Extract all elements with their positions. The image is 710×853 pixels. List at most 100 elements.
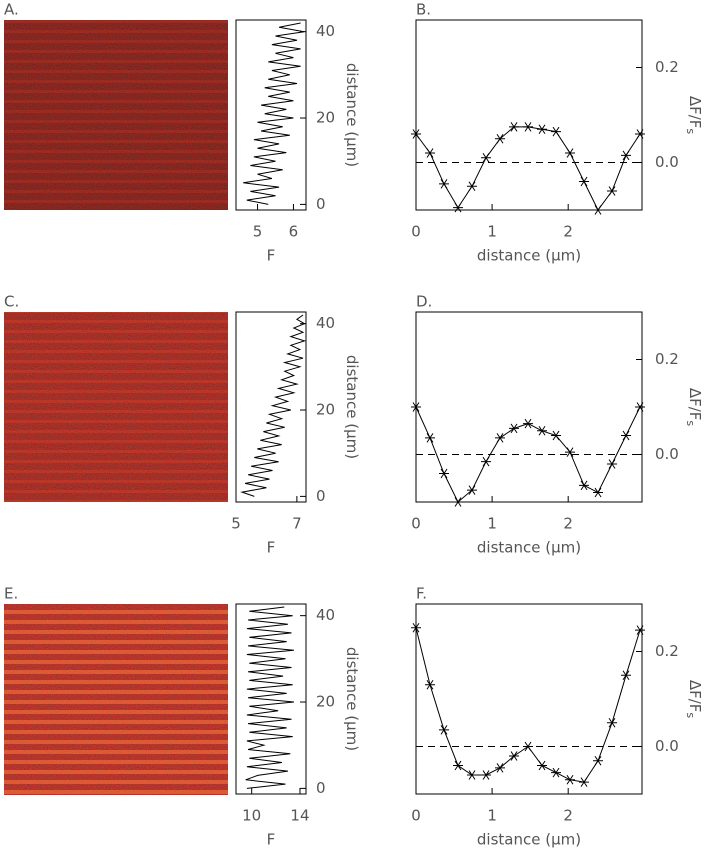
y-tick-label: 0.2 <box>655 350 679 368</box>
star-marker <box>579 480 590 491</box>
x-tick-label: 7 <box>292 515 302 533</box>
star-marker <box>411 622 421 633</box>
star-marker <box>579 176 590 187</box>
panel-label: E. <box>4 585 18 603</box>
star-marker <box>635 402 646 412</box>
y-tick-label: 40 <box>316 22 335 40</box>
x-tick-label: 1 <box>487 223 497 241</box>
star-marker <box>593 205 604 215</box>
star-marker <box>607 717 618 728</box>
x-tick-label: 1 <box>487 807 497 825</box>
plot-frame <box>235 19 307 211</box>
y-axis-label-main: distance (μm) <box>344 355 362 459</box>
micrograph <box>4 20 228 210</box>
x-tick-label: 2 <box>563 515 573 533</box>
x-axis-label: F <box>267 539 276 557</box>
star-marker <box>439 179 450 189</box>
x-tick-label: 5 <box>231 515 241 533</box>
profile-line <box>243 22 305 205</box>
panel-label: A. <box>4 1 19 19</box>
data-line <box>415 126 641 211</box>
y-tick-label: 0.2 <box>655 58 679 76</box>
star-marker <box>523 122 534 132</box>
star-marker <box>551 767 562 778</box>
x-tick-label: 2 <box>563 807 573 825</box>
star-marker <box>551 430 562 441</box>
star-marker <box>467 485 478 495</box>
star-marker <box>495 763 506 773</box>
plot-frame <box>415 19 643 211</box>
x-tick-label: 2 <box>563 223 573 241</box>
y-tick-label: 0 <box>316 779 326 797</box>
plot-frame <box>235 311 307 503</box>
micrograph <box>4 312 228 502</box>
star-marker <box>453 202 464 213</box>
x-tick-label: 6 <box>289 223 299 241</box>
star-marker <box>593 487 604 498</box>
star-marker <box>565 447 576 457</box>
x-tick-label: 0 <box>411 223 421 241</box>
y-tick-label: 0.2 <box>655 642 679 660</box>
star-marker <box>425 679 436 690</box>
x-axis-label: distance (μm) <box>477 247 581 265</box>
y-tick-label: 0.0 <box>655 445 679 463</box>
y-axis-label-sub: s <box>684 420 697 426</box>
y-axis-label-sub: s <box>684 128 697 134</box>
panel-label: D. <box>416 293 432 311</box>
x-tick-label: 5 <box>253 223 263 241</box>
star-marker <box>495 133 506 144</box>
plot-frame <box>415 311 643 503</box>
panel-label: C. <box>4 293 19 311</box>
y-tick-label: 40 <box>316 606 335 624</box>
star-marker <box>621 670 632 681</box>
y-tick-label: 40 <box>316 314 335 332</box>
y-axis-label: ΔF/Fs <box>684 680 705 719</box>
profile-line <box>240 314 307 497</box>
star-marker <box>537 425 548 436</box>
star-marker <box>453 760 464 771</box>
y-axis-label-main: distance (μm) <box>344 63 362 167</box>
star-marker <box>509 751 520 761</box>
profile-line <box>245 606 294 789</box>
plot-frame <box>235 603 307 795</box>
x-axis-label: F <box>267 831 276 849</box>
star-marker <box>607 186 618 196</box>
star-marker <box>621 150 632 161</box>
y-axis-label: distance (μm) <box>344 355 362 459</box>
star-marker <box>607 459 618 469</box>
y-tick-label: 0.0 <box>655 737 679 755</box>
x-tick-label: 0 <box>411 807 421 825</box>
x-tick-label: 0 <box>411 515 421 533</box>
star-marker <box>565 148 576 158</box>
panel-label: F. <box>416 585 427 603</box>
x-axis-label: F <box>267 247 276 265</box>
star-marker <box>635 129 646 139</box>
x-tick-label: 14 <box>290 807 309 825</box>
star-marker <box>425 148 436 158</box>
y-axis-label-sub: s <box>684 712 697 718</box>
y-axis-label-main: distance (μm) <box>344 647 362 751</box>
y-tick-label: 0.0 <box>655 153 679 171</box>
y-tick-label: 0 <box>316 195 326 213</box>
y-tick-label: 0 <box>316 487 326 505</box>
star-marker <box>495 433 506 443</box>
star-marker <box>439 468 450 479</box>
data-line <box>415 627 641 783</box>
plot-frame <box>415 603 643 795</box>
star-marker <box>467 770 478 780</box>
star-marker <box>593 755 604 766</box>
y-axis-label: ΔF/Fs <box>684 388 705 427</box>
y-axis-label-main: ΔF/F <box>687 680 705 713</box>
star-marker <box>425 433 436 443</box>
star-marker <box>565 774 576 785</box>
star-marker <box>481 456 492 467</box>
panel-label: B. <box>416 1 431 19</box>
micrograph <box>4 604 228 795</box>
star-marker <box>523 418 534 429</box>
star-marker <box>551 126 562 137</box>
star-marker <box>439 725 450 735</box>
star-marker <box>453 497 464 507</box>
y-axis-label: distance (μm) <box>344 647 362 751</box>
star-marker <box>481 152 492 163</box>
